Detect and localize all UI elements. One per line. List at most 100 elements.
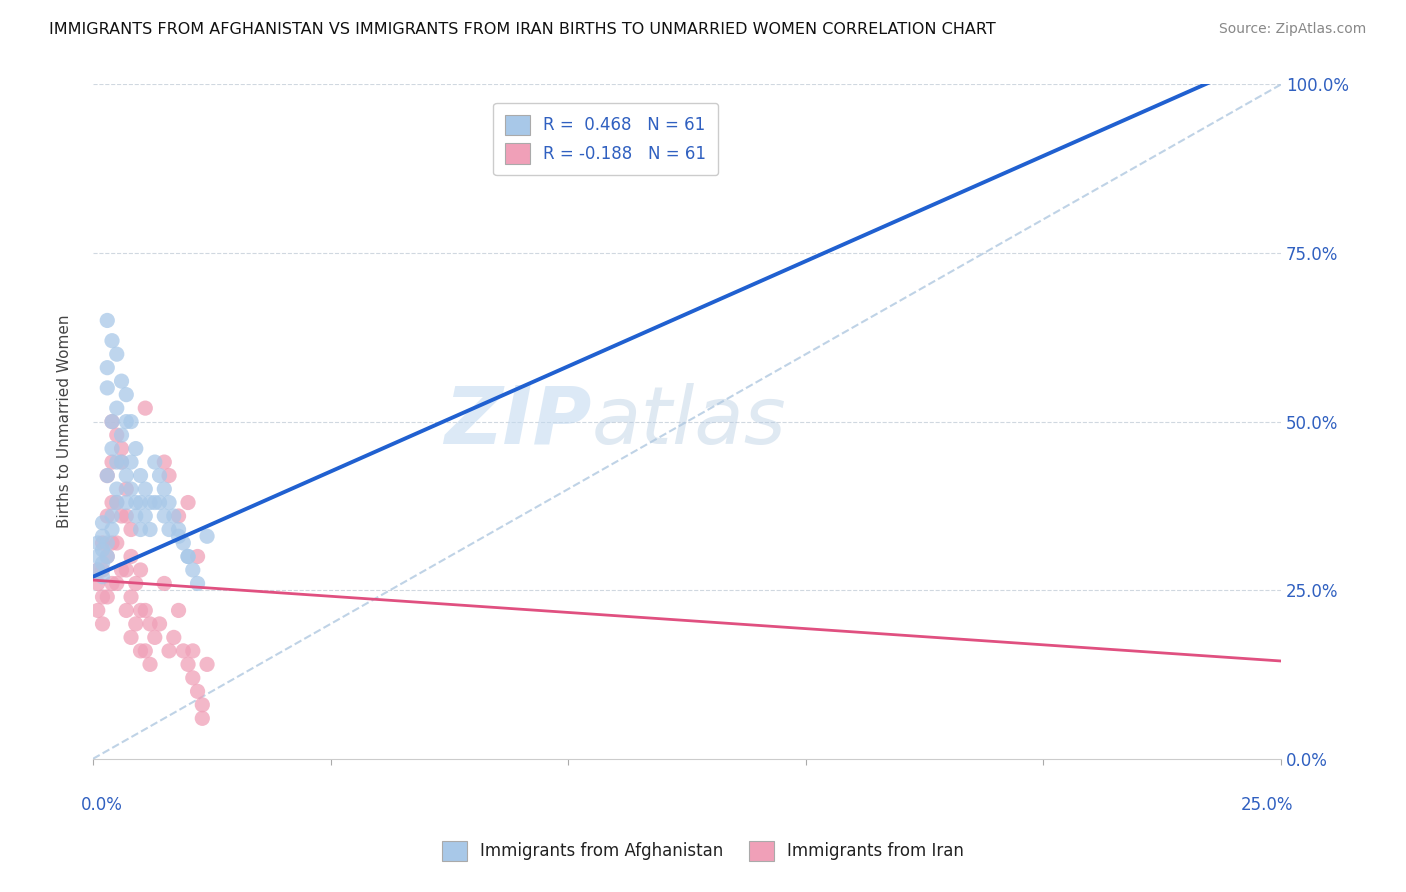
Point (125, 508, 148, 523)
Text: atlas: atlas (592, 383, 787, 460)
Point (153, 455, 176, 469)
Point (115, 415, 138, 429)
Point (101, 455, 124, 469)
Point (105, 482, 128, 496)
Point (153, 508, 176, 523)
Point (129, 468, 152, 483)
Point (87, 576, 110, 591)
Point (177, 549, 200, 564)
Point (105, 495, 128, 509)
Point (129, 563, 152, 577)
Point (115, 468, 138, 483)
Point (181, 563, 204, 577)
Point (163, 508, 186, 523)
Point (101, 334, 124, 348)
Point (134, 508, 156, 523)
Point (187, 684, 209, 698)
Point (129, 495, 152, 509)
Point (125, 442, 148, 456)
Text: ZIP: ZIP (444, 383, 592, 460)
Text: 25.0%: 25.0% (1240, 796, 1294, 814)
Point (195, 529, 218, 543)
Point (129, 523, 152, 537)
Point (134, 603, 156, 617)
Point (87, 563, 110, 577)
Point (157, 523, 180, 537)
Point (181, 671, 204, 685)
Point (125, 616, 148, 631)
Point (101, 576, 124, 591)
Point (120, 590, 142, 604)
Point (96, 508, 118, 523)
Point (129, 644, 152, 658)
Point (110, 455, 132, 469)
Point (195, 657, 218, 672)
Point (101, 415, 124, 429)
Point (96, 468, 118, 483)
Text: 0.0%: 0.0% (82, 796, 122, 814)
Point (125, 495, 148, 509)
Point (120, 549, 142, 564)
Point (153, 576, 176, 591)
Point (181, 644, 204, 658)
Point (177, 549, 200, 564)
Text: Source: ZipAtlas.com: Source: ZipAtlas.com (1219, 22, 1367, 37)
Point (110, 508, 132, 523)
Point (91, 516, 114, 530)
Point (87, 603, 110, 617)
Point (167, 523, 190, 537)
Point (110, 374, 132, 388)
Point (96, 549, 118, 564)
Point (101, 508, 124, 523)
Point (115, 482, 138, 496)
Legend: Immigrants from Afghanistan, Immigrants from Iran: Immigrants from Afghanistan, Immigrants … (436, 834, 970, 868)
Point (87, 549, 110, 564)
Point (101, 415, 124, 429)
Point (87, 536, 110, 550)
Point (110, 428, 132, 442)
Point (110, 563, 132, 577)
Point (96, 549, 118, 564)
Point (167, 529, 190, 543)
Point (105, 536, 128, 550)
Point (177, 495, 200, 509)
Point (191, 711, 214, 725)
Point (115, 495, 138, 509)
Point (157, 468, 180, 483)
Point (101, 495, 124, 509)
Point (105, 576, 128, 591)
Point (120, 455, 142, 469)
Point (120, 523, 142, 537)
Point (129, 603, 152, 617)
Point (177, 657, 200, 672)
Point (115, 563, 138, 577)
Point (105, 347, 128, 361)
Point (110, 442, 132, 456)
Point (120, 415, 142, 429)
Point (167, 508, 190, 523)
Point (91, 542, 114, 557)
Point (87, 563, 110, 577)
Point (148, 495, 170, 509)
Point (163, 631, 186, 645)
Point (153, 482, 176, 496)
Point (91, 616, 114, 631)
Point (115, 603, 138, 617)
Point (187, 549, 209, 564)
Point (96, 381, 118, 395)
Point (91, 536, 114, 550)
Point (91, 563, 114, 577)
Point (96, 313, 118, 327)
Point (148, 616, 170, 631)
Point (105, 495, 128, 509)
Legend: R =  0.468   N = 61, R = -0.188   N = 61: R = 0.468 N = 61, R = -0.188 N = 61 (494, 103, 718, 175)
Point (157, 644, 180, 658)
Point (115, 508, 138, 523)
Point (91, 556, 114, 570)
Point (139, 495, 162, 509)
Point (143, 455, 166, 469)
Point (105, 401, 128, 416)
Point (120, 631, 142, 645)
Point (96, 468, 118, 483)
Point (105, 428, 128, 442)
